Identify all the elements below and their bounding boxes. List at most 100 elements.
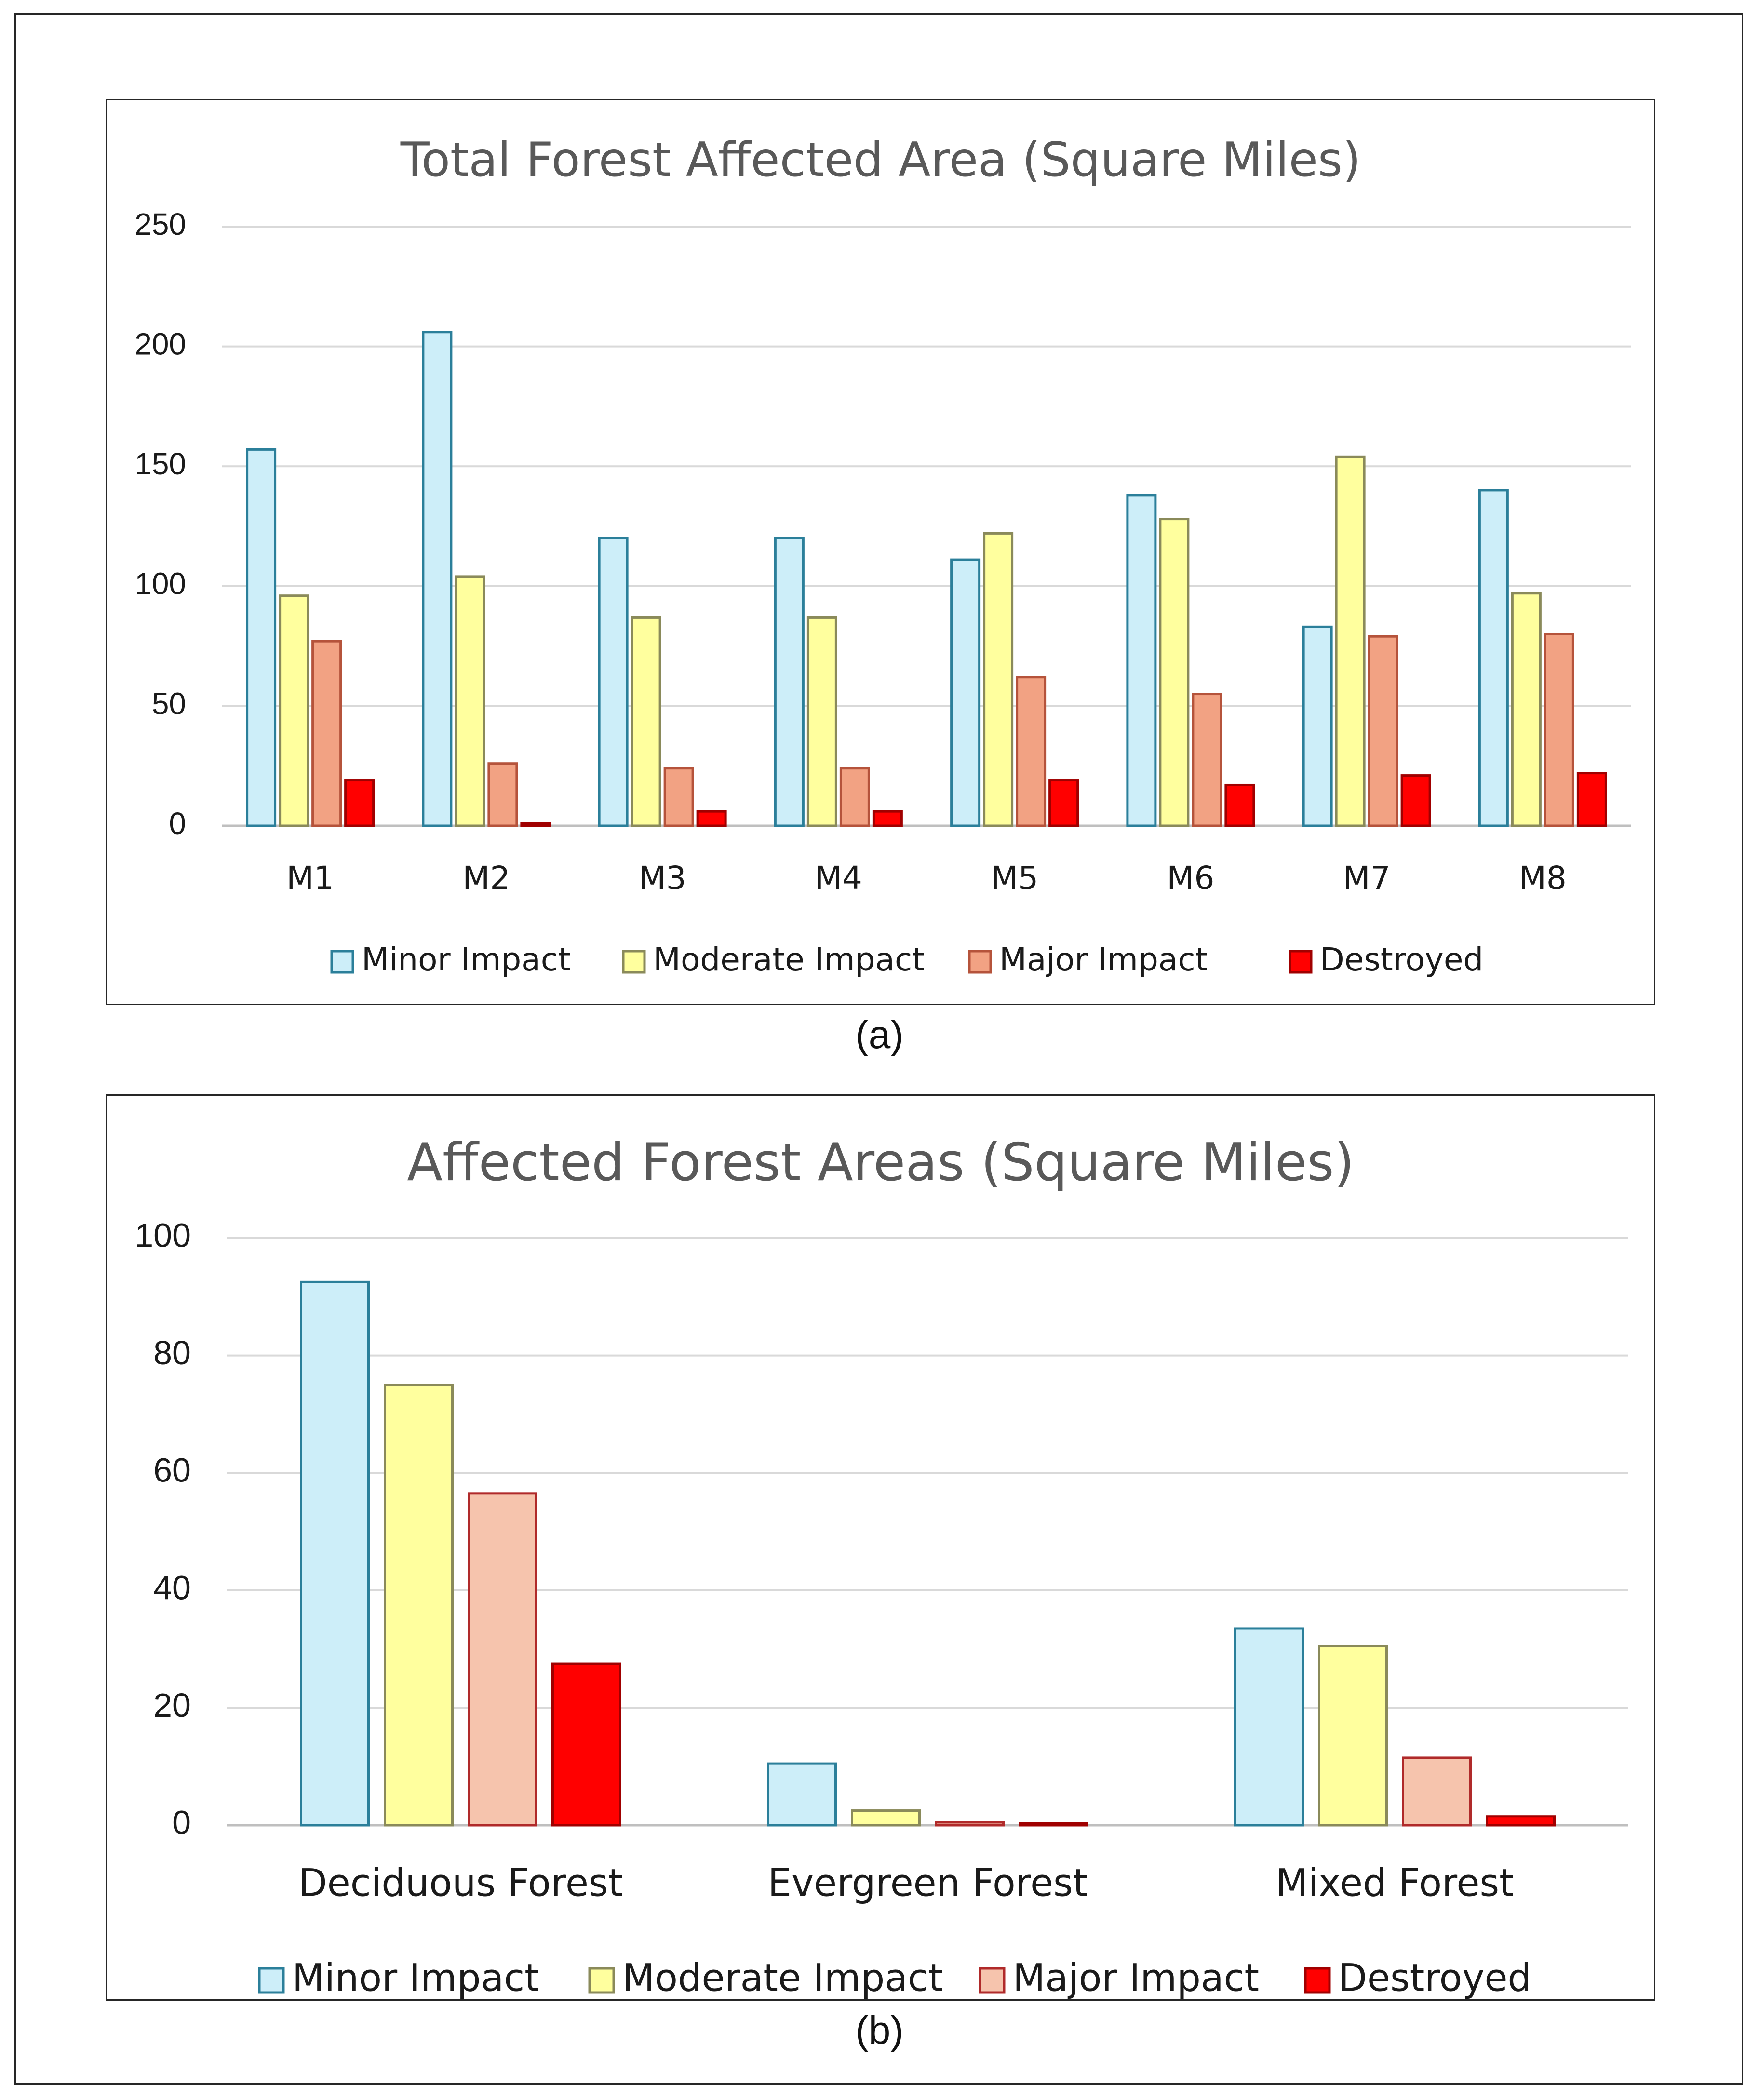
legend-swatch [330,950,354,974]
bar-minor-impact [950,558,981,827]
legend-label: Destroyed [1338,1956,1531,1999]
caption-b: (b) [855,2008,904,2052]
bar-destroyed [344,779,375,827]
chart-panel-a: Total Forest Affected Area (Square Miles… [106,99,1655,1005]
y-tick-label: 0 [172,1804,191,1841]
x-tick-label: M4 [815,860,862,897]
bar-moderate-impact [631,616,661,827]
bar-major-impact [311,640,342,827]
y-tick-label: 0 [169,806,186,841]
caption-a: (a) [855,1013,904,1057]
legend-item: Minor Impact [258,1956,539,1999]
legend-item: Destroyed [1304,1956,1531,1999]
x-tick-label: Deciduous Forest [298,1861,623,1905]
bar-destroyed [1400,774,1431,827]
legend-swatch [588,1967,615,1994]
bar-minor-impact [598,537,629,827]
legend-label: Minor Impact [292,1956,539,1999]
legend-item: Major Impact [979,1956,1259,1999]
bar-major-impact [1402,1756,1472,1827]
legend-label: Major Impact [1013,1956,1259,1999]
bar-major-impact [1016,676,1047,827]
bar-major-impact [468,1492,537,1827]
x-tick-label: M8 [1519,860,1567,897]
bar-minor-impact [1126,494,1157,827]
legend-swatch [1304,1967,1331,1994]
y-tick-label: 250 [134,207,186,242]
legend-swatch [979,1967,1006,1994]
bar-major-impact [839,767,870,827]
y-tick-label: 100 [134,566,186,601]
legend-label: Minor Impact [362,941,571,978]
legend-item: Destroyed [1289,941,1483,978]
bar-destroyed [520,822,551,827]
y-tick-label: 40 [153,1569,191,1606]
legend-item: Major Impact [968,941,1208,978]
bar-destroyed [1486,1815,1556,1827]
bar-moderate-impact [1335,455,1366,827]
legend-swatch [968,950,992,974]
bar-minor-impact [246,448,277,827]
bar-major-impact [663,767,694,827]
y-tick-label: 200 [134,327,186,362]
bar-destroyed [696,810,727,827]
legend-label: Destroyed [1320,941,1483,978]
bar-destroyed [551,1662,621,1827]
bar-moderate-impact [806,616,837,827]
bar-moderate-impact [1511,592,1542,827]
y-tick-label: 80 [153,1334,191,1372]
bar-moderate-impact [455,575,485,827]
chart-b-svg: Affected Forest Areas (Square Miles) 0 20 4… [134,1132,1628,1999]
y-tick-label: 100 [134,1216,191,1254]
bar-major-impact [1368,635,1398,827]
legend-swatch [258,1967,285,1994]
legend-item: Moderate Impact [622,941,925,978]
x-tick-label: Evergreen Forest [768,1861,1088,1905]
bar-moderate-impact [384,1384,454,1827]
bar-destroyed [1576,772,1607,827]
legend-swatch [1289,950,1313,974]
legend-item: Minor Impact [330,941,571,978]
bar-minor-impact [422,331,453,827]
figure-frame [14,13,1743,2085]
legend-swatch [622,950,646,974]
legend-item: Moderate Impact [588,1956,943,1999]
bar-minor-impact [300,1280,370,1827]
bar-major-impact [1192,693,1222,827]
bar-minor-impact [774,537,805,827]
x-tick-label: M6 [1167,860,1214,897]
bar-major-impact [487,762,518,827]
x-tick-label: Mixed Forest [1276,1861,1514,1905]
chart-title: Affected Forest Areas (Square Miles) [407,1132,1354,1193]
legend-label: Moderate Impact [622,1956,943,1999]
chart-panel-b: Affected Forest Areas (Square Miles) 0 20 4… [106,1094,1655,2001]
legend-label: Moderate Impact [653,941,925,978]
bar-moderate-impact [1159,518,1190,827]
bar-destroyed [872,810,903,827]
y-tick-label: 60 [153,1452,191,1489]
x-tick-label: M7 [1343,860,1391,897]
y-tick-label: 150 [134,446,186,481]
bar-minor-impact [767,1762,837,1827]
bar-moderate-impact [851,1809,921,1827]
bar-moderate-impact [279,594,309,827]
bar-destroyed [1019,1822,1088,1827]
legend-label: Major Impact [999,941,1208,978]
y-tick-label: 50 [152,686,186,721]
chart-title: Total Forest Affected Area (Square Miles… [400,133,1361,188]
bar-minor-impact [1302,625,1333,827]
bar-major-impact [1544,633,1574,827]
x-tick-label: M1 [286,860,334,897]
bar-major-impact [935,1821,1005,1827]
bar-destroyed [1048,779,1079,827]
bar-moderate-impact [1318,1645,1388,1827]
x-tick-label: M5 [991,860,1038,897]
x-tick-label: M2 [462,860,510,897]
bar-moderate-impact [983,532,1014,827]
bar-minor-impact [1478,489,1509,827]
chart-a-svg: Total Forest Affected Area (Square Miles… [134,133,1631,978]
bar-minor-impact [1234,1627,1304,1827]
bar-destroyed [1224,783,1255,827]
y-tick-label: 20 [153,1686,191,1724]
x-tick-label: M3 [639,860,686,897]
